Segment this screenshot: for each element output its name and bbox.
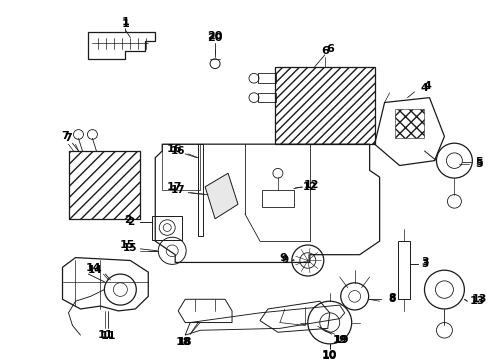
Text: 17: 17 (167, 182, 182, 192)
Text: 19: 19 (334, 335, 349, 345)
Text: 18: 18 (178, 337, 193, 347)
Bar (69, 151, 140, 219)
Bar (397, 241, 410, 299)
Text: 3: 3 (421, 259, 428, 269)
Text: 5: 5 (475, 157, 483, 167)
Bar (258, 93, 276, 103)
Text: 7: 7 (62, 131, 70, 141)
Text: 17: 17 (171, 185, 186, 195)
Text: 16: 16 (167, 144, 182, 154)
Text: 6: 6 (321, 46, 329, 56)
Bar (394, 109, 424, 138)
Text: 13: 13 (469, 296, 485, 306)
Text: 6: 6 (326, 44, 334, 54)
Text: 1: 1 (122, 19, 129, 29)
Text: 10: 10 (322, 350, 338, 360)
Bar (262, 190, 294, 207)
Text: 7: 7 (65, 133, 73, 143)
Bar (69, 151, 140, 219)
Text: 14: 14 (86, 263, 101, 273)
Text: 2: 2 (127, 217, 134, 227)
Text: 15: 15 (120, 240, 135, 250)
Bar (258, 73, 276, 83)
Text: 8: 8 (388, 294, 395, 304)
Text: 4: 4 (420, 83, 428, 93)
Text: 4: 4 (423, 81, 431, 91)
Text: 20: 20 (207, 31, 223, 41)
Text: 19: 19 (333, 335, 347, 345)
Text: 16: 16 (171, 146, 185, 156)
Text: 2: 2 (124, 215, 132, 225)
Text: 18: 18 (175, 337, 191, 347)
Bar (275, 67, 375, 144)
Text: 12: 12 (304, 180, 319, 190)
Text: 11: 11 (98, 330, 113, 340)
Text: 20: 20 (207, 32, 223, 42)
Text: 8: 8 (389, 293, 396, 303)
Polygon shape (205, 173, 238, 219)
Text: 3: 3 (422, 257, 429, 267)
Text: 1: 1 (122, 17, 129, 27)
Text: 15: 15 (123, 243, 138, 253)
Text: 12: 12 (302, 182, 317, 192)
Text: 9: 9 (281, 256, 289, 265)
Text: 13: 13 (472, 294, 487, 304)
Bar (198, 144, 203, 236)
Bar (275, 67, 375, 144)
Text: 14: 14 (88, 265, 103, 275)
Text: 5: 5 (475, 158, 483, 168)
Text: 9: 9 (279, 253, 287, 262)
Text: 10: 10 (322, 351, 338, 360)
Bar (152, 216, 182, 240)
Text: 11: 11 (100, 331, 116, 341)
